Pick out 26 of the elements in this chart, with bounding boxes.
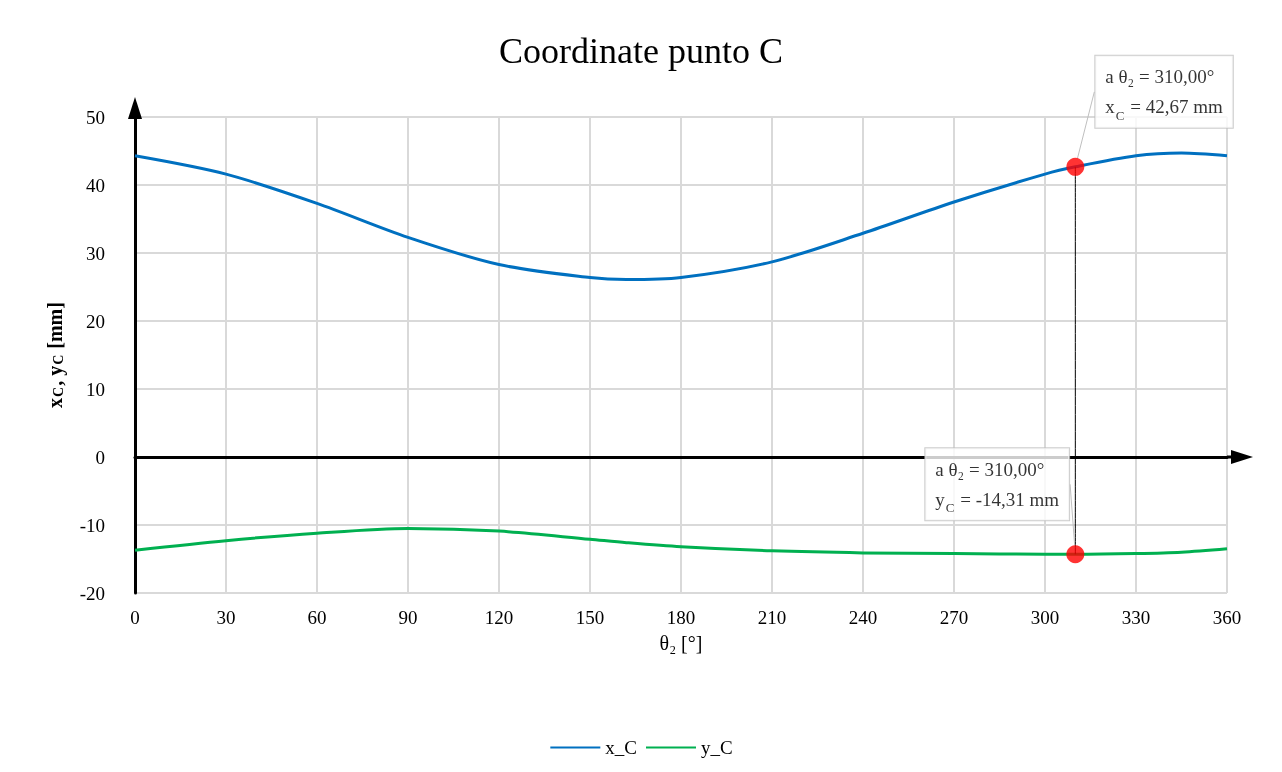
x-tick-label: 90 — [398, 607, 418, 628]
x-tick-label: 330 — [1121, 607, 1151, 628]
legend-label: x_C — [605, 737, 638, 758]
x-tick-label: 180 — [666, 607, 696, 628]
x-tick-label: 30 — [216, 607, 236, 628]
y-tick-label: 30 — [86, 242, 105, 264]
y-tick-label: -10 — [79, 514, 105, 536]
y-tick-label: 20 — [86, 310, 105, 332]
x-tick-label: 60 — [307, 607, 327, 628]
x-tick-label: 300 — [1030, 607, 1060, 628]
y-tick-label: -20 — [79, 582, 105, 604]
x-axis-title: θ₂ [°] — [659, 632, 703, 654]
x-tick-label: 120 — [484, 607, 514, 628]
x-tick-label: 360 — [1212, 607, 1242, 628]
y-tick-label: 0 — [95, 446, 105, 468]
y-axis-title: xC, yC [mm] — [44, 302, 67, 408]
x-tick-label: 0 — [130, 607, 140, 628]
x-tick-label: 150 — [575, 607, 605, 628]
y-tick-label: 40 — [86, 174, 105, 196]
x-tick-label: 270 — [939, 607, 969, 628]
x-tick-label: 240 — [848, 607, 878, 628]
x-tick-label: 210 — [757, 607, 787, 628]
y-tick-label: 50 — [86, 106, 105, 128]
legend-label: y_C — [701, 737, 733, 758]
y-tick-label: 10 — [86, 378, 105, 400]
chart-title: Coordinate punto C — [499, 31, 783, 71]
